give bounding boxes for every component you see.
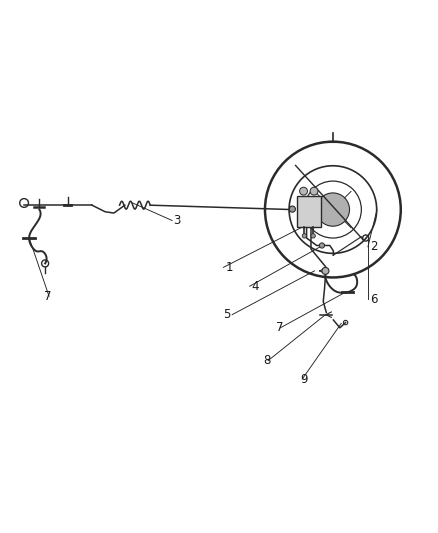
- Circle shape: [290, 206, 295, 212]
- Text: 1: 1: [226, 261, 233, 274]
- Circle shape: [300, 187, 307, 195]
- Circle shape: [319, 243, 325, 248]
- Text: 5: 5: [223, 308, 231, 321]
- Text: 4: 4: [252, 280, 259, 293]
- Circle shape: [311, 233, 315, 238]
- Text: 6: 6: [370, 293, 378, 306]
- Circle shape: [310, 187, 318, 195]
- Text: 9: 9: [300, 373, 307, 385]
- Text: 8: 8: [263, 354, 270, 367]
- Text: 7: 7: [276, 321, 283, 334]
- Circle shape: [322, 268, 329, 274]
- Bar: [297, 197, 321, 227]
- Text: 2: 2: [370, 240, 378, 253]
- Text: 7: 7: [44, 290, 51, 303]
- Circle shape: [302, 233, 307, 238]
- Circle shape: [316, 193, 350, 226]
- Text: 3: 3: [173, 214, 180, 227]
